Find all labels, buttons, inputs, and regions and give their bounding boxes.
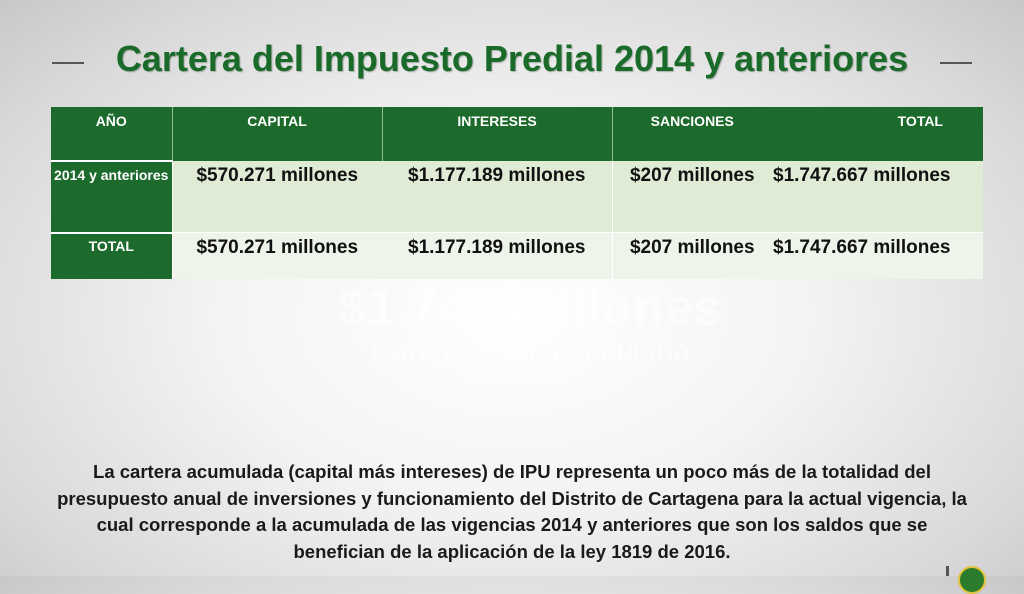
summary-paragraph: La cartera acumulada (capital más intere…	[57, 461, 967, 562]
total-interest: $1.177.189 millones	[382, 232, 613, 279]
portfolio-table: AÑO CAPITAL INTERESES SANCIONES TOTAL 20…	[51, 107, 983, 279]
total-sanctions: $207 millones	[612, 232, 772, 279]
total-row-label: TOTAL	[51, 231, 173, 279]
table-row: 2014 y anteriores $570.271 millones $1.1…	[51, 160, 983, 233]
header-interest: INTERESES	[382, 107, 613, 161]
watermark-caption: Cartera total acumulada	[369, 335, 691, 368]
watermark-amount: $1.747 millones	[337, 279, 723, 337]
row-interest: $1.177.189 millones	[382, 161, 613, 233]
table-header-row: AÑO CAPITAL INTERESES SANCIONES TOTAL	[51, 107, 983, 161]
footer-divider	[946, 566, 949, 576]
watermark-date: Diciembre de 2015	[462, 370, 598, 387]
slide-title: Cartera del Impuesto Predial 2014 y ante…	[115, 38, 909, 79]
header-capital: CAPITAL	[172, 107, 383, 161]
district-seal-icon	[958, 566, 986, 594]
slide-title-area: Cartera del Impuesto Predial 2014 y ante…	[0, 38, 1024, 88]
row-year-label: 2014 y anteriores	[51, 160, 173, 233]
title-left-rule	[52, 62, 84, 64]
table-row: TOTAL $570.271 millones $1.177.189 millo…	[51, 231, 983, 279]
row-total: $1.747.667 millones	[772, 161, 983, 233]
background-watermark: $1.747 millones Cartera total acumulada …	[330, 280, 730, 420]
header-year: AÑO	[51, 107, 173, 161]
total-capital: $570.271 millones	[172, 232, 382, 279]
row-capital: $570.271 millones	[172, 161, 382, 233]
header-total: TOTAL	[772, 107, 983, 161]
row-sanctions: $207 millones	[612, 161, 772, 233]
header-sanctions: SANCIONES	[612, 107, 772, 161]
title-right-rule	[940, 62, 972, 64]
total-total: $1.747.667 millones	[772, 232, 983, 279]
